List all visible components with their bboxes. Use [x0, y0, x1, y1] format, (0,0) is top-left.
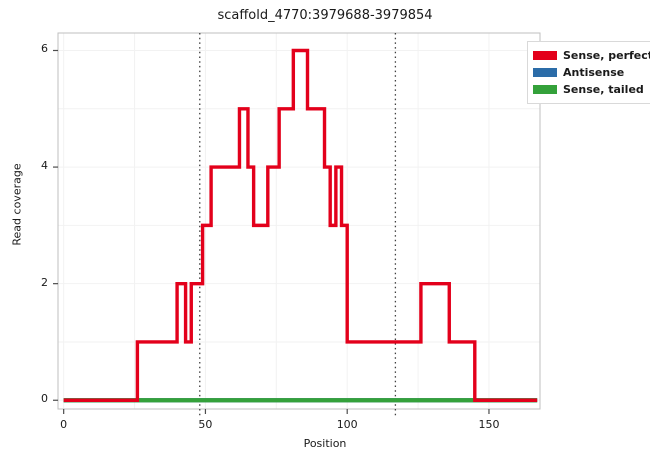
legend-item-label: Antisense: [563, 66, 625, 79]
series-line: [63, 48, 538, 402]
x-tick-label: 50: [198, 418, 213, 431]
legend-item[interactable]: Sense, tailed: [533, 81, 650, 98]
y-tick-label: 0: [41, 392, 48, 406]
legend-item[interactable]: Antisense: [533, 64, 650, 81]
chart-legend: Sense, perfect Antisense Sense, tailed: [527, 41, 650, 104]
x-tick-label: 100: [336, 418, 358, 431]
legend-color-swatch: [533, 68, 557, 77]
plot-border: [57, 32, 541, 410]
legend-item-label: Sense, tailed: [563, 83, 644, 96]
vertical-marker-lines: [199, 33, 397, 418]
legend-color-swatch: [533, 51, 557, 60]
y-tick-label: 6: [41, 42, 48, 56]
y-tick-label: 2: [41, 275, 48, 289]
data-series-lines: [63, 48, 538, 403]
legend-color-swatch: [533, 85, 557, 94]
chart-title: scaffold_4770:3979688-3979854: [217, 8, 433, 23]
plot-frame: [57, 32, 541, 410]
x-tick-label: 150: [478, 418, 500, 431]
y-tick-label: 4: [41, 159, 48, 173]
grid-lines: [58, 33, 540, 409]
legend-item-label: Sense, perfect: [563, 49, 650, 62]
x-axis-label: Position: [303, 437, 347, 450]
x-tick-label: 0: [60, 418, 68, 431]
legend-item[interactable]: Sense, perfect: [533, 47, 650, 64]
axis-tick-marks: [53, 49, 490, 414]
